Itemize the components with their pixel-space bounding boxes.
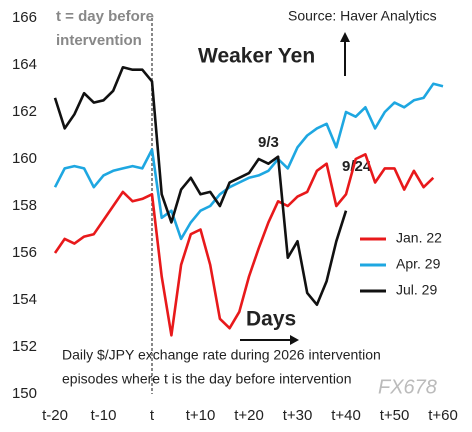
x-tick-label: t+50	[380, 407, 410, 424]
date-annotation: 9/3	[258, 134, 279, 151]
x-tick-label: t-10	[91, 407, 117, 424]
watermark: FX678	[378, 376, 437, 398]
y-tick-label: 160	[12, 150, 37, 167]
x-tick-label: t+20	[234, 407, 264, 424]
arrow-head	[290, 335, 299, 345]
y-tick-label: 166	[12, 9, 37, 26]
legend-label: Jan. 22	[396, 230, 442, 246]
y-tick-label: 156	[12, 244, 37, 261]
series-line	[53, 66, 348, 306]
date-annotation: 9/24	[342, 158, 372, 175]
vline-label: intervention	[56, 32, 142, 49]
x-tick-label: t-20	[42, 407, 68, 424]
legend-label: Apr. 29	[396, 256, 441, 272]
vline-label: t = day before	[56, 8, 154, 25]
series-line	[53, 153, 435, 337]
footnote: Daily $/JPY exchange rate during 2026 in…	[62, 347, 381, 363]
direction-annotation: Weaker Yen	[198, 45, 315, 68]
y-tick-label: 164	[12, 56, 37, 73]
source-note: Source: Haver Analytics	[288, 8, 437, 24]
y-tick-label: 154	[12, 291, 37, 308]
x-tick-label: t+60	[428, 407, 458, 424]
y-tick-label: 158	[12, 197, 37, 214]
footnote: episodes where t is the day before inter…	[62, 371, 352, 387]
x-tick-label: t+30	[283, 407, 313, 424]
arrow-head	[340, 32, 350, 42]
y-tick-label: 162	[12, 103, 37, 120]
days-annotation: Days	[246, 308, 296, 331]
legend-label: Jul. 29	[396, 282, 437, 298]
series-line	[53, 82, 444, 241]
y-tick-label: 152	[12, 338, 37, 355]
x-tick-label: t+40	[331, 407, 361, 424]
x-tick-label: t+10	[186, 407, 216, 424]
y-tick-label: 150	[12, 385, 37, 402]
x-tick-label: t	[150, 407, 155, 424]
